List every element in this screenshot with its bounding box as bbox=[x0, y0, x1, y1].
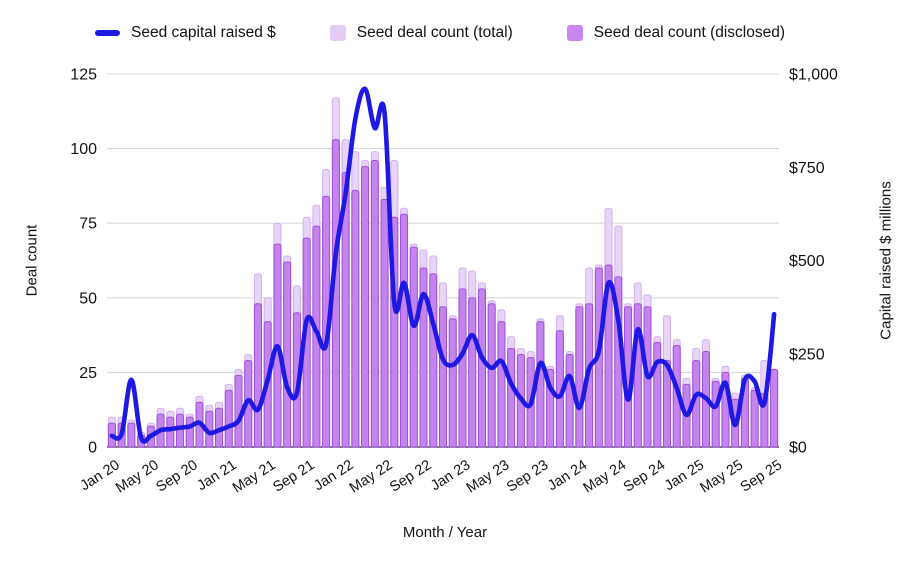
y-left-tick-label: 25 bbox=[79, 365, 97, 382]
bar-disclosed bbox=[770, 368, 779, 448]
bar-disclosed bbox=[331, 139, 340, 448]
bar-disclosed bbox=[205, 410, 214, 448]
bar-disclosed bbox=[351, 189, 360, 448]
bar-disclosed bbox=[711, 380, 720, 448]
bar-disclosed bbox=[565, 353, 574, 448]
x-tick-label: May 24 bbox=[581, 457, 630, 496]
bar-disclosed bbox=[429, 273, 438, 448]
capital-raised-line bbox=[109, 86, 777, 444]
bar-disclosed bbox=[633, 303, 642, 448]
x-tick-label: Sep 24 bbox=[621, 457, 668, 495]
bar-disclosed bbox=[283, 261, 292, 448]
bar-disclosed bbox=[575, 306, 584, 448]
bar-disclosed bbox=[127, 422, 136, 448]
bar-disclosed bbox=[448, 318, 457, 448]
bar-disclosed bbox=[166, 416, 175, 448]
legend-label: Seed deal count (disclosed) bbox=[593, 24, 786, 41]
bar-disclosed bbox=[419, 267, 428, 448]
bar-disclosed bbox=[458, 288, 467, 448]
bar-disclosed bbox=[536, 321, 545, 448]
bar-disclosed bbox=[409, 246, 418, 448]
x-tick-label: May 22 bbox=[347, 457, 396, 496]
y-left-tick-label: 125 bbox=[70, 67, 97, 84]
legend-item: Seed deal count (total) bbox=[329, 24, 513, 42]
y-left-tick-label: 75 bbox=[79, 216, 97, 233]
bar-disclosed bbox=[370, 160, 379, 448]
bar-disclosed bbox=[468, 297, 477, 448]
bar-disclosed bbox=[176, 413, 185, 448]
y-right-tick-label: $750 bbox=[789, 160, 825, 177]
x-tick-label: May 21 bbox=[230, 457, 279, 496]
bar-disclosed bbox=[672, 345, 681, 448]
bar-disclosed bbox=[555, 330, 564, 448]
bar-disclosed bbox=[185, 416, 194, 448]
legend-item: Seed capital raised $ bbox=[95, 24, 276, 42]
x-tick-label: Sep 25 bbox=[738, 457, 785, 495]
bar-disclosed bbox=[361, 166, 370, 448]
bar-disclosed bbox=[234, 374, 243, 448]
left-axis-title: Deal count bbox=[23, 224, 41, 297]
chart-legend: Seed capital raised $ Seed deal count (to… bbox=[95, 24, 785, 42]
legend-square-swatch bbox=[329, 25, 346, 41]
bar-disclosed bbox=[487, 303, 496, 448]
bar-disclosed bbox=[380, 198, 389, 448]
bar-disclosed bbox=[653, 342, 662, 448]
bar-disclosed bbox=[692, 359, 701, 448]
legend-item: Seed deal count (disclosed) bbox=[566, 24, 786, 42]
bar-disclosed bbox=[215, 407, 223, 448]
y-left-tick-label: 100 bbox=[70, 141, 97, 158]
bar-disclosed bbox=[224, 389, 233, 448]
x-axis-title: Month / Year bbox=[402, 524, 488, 541]
legend-square-swatch bbox=[566, 25, 583, 41]
x-tick-label: May 25 bbox=[697, 457, 746, 496]
y-right-tick-label: $500 bbox=[789, 253, 825, 270]
x-tick-label: Sep 20 bbox=[153, 457, 200, 495]
bar-disclosed bbox=[604, 264, 613, 448]
y-right-tick-label: $250 bbox=[789, 346, 825, 363]
legend-label: Seed deal count (total) bbox=[356, 24, 513, 41]
x-tick-label: Sep 23 bbox=[504, 457, 551, 495]
bar-disclosed bbox=[400, 213, 409, 448]
x-tick-label: Sep 22 bbox=[387, 457, 434, 495]
y-right-tick-label: $1,000 bbox=[789, 67, 838, 84]
y-left-tick-label: 50 bbox=[79, 290, 97, 307]
bar-disclosed bbox=[322, 195, 331, 448]
bar-disclosed bbox=[302, 237, 311, 448]
bar-disclosed bbox=[439, 306, 447, 448]
legend-label: Seed capital raised $ bbox=[131, 24, 276, 41]
y-left-tick-label: 0 bbox=[88, 440, 97, 457]
right-axis-title: Capital raised $ millions bbox=[877, 181, 895, 340]
bar-disclosed bbox=[497, 321, 506, 448]
legend-line-swatch bbox=[95, 30, 120, 36]
bar-disclosed bbox=[253, 303, 262, 448]
x-tick-label: May 23 bbox=[464, 457, 513, 496]
bar-disclosed bbox=[477, 288, 486, 448]
y-right-tick-label: $0 bbox=[789, 440, 807, 457]
bar-disclosed bbox=[507, 348, 516, 448]
x-tick-label: May 20 bbox=[113, 457, 162, 496]
bar-disclosed bbox=[624, 306, 633, 448]
bar-disclosed bbox=[750, 389, 759, 448]
x-tick-label: Sep 21 bbox=[270, 457, 317, 495]
